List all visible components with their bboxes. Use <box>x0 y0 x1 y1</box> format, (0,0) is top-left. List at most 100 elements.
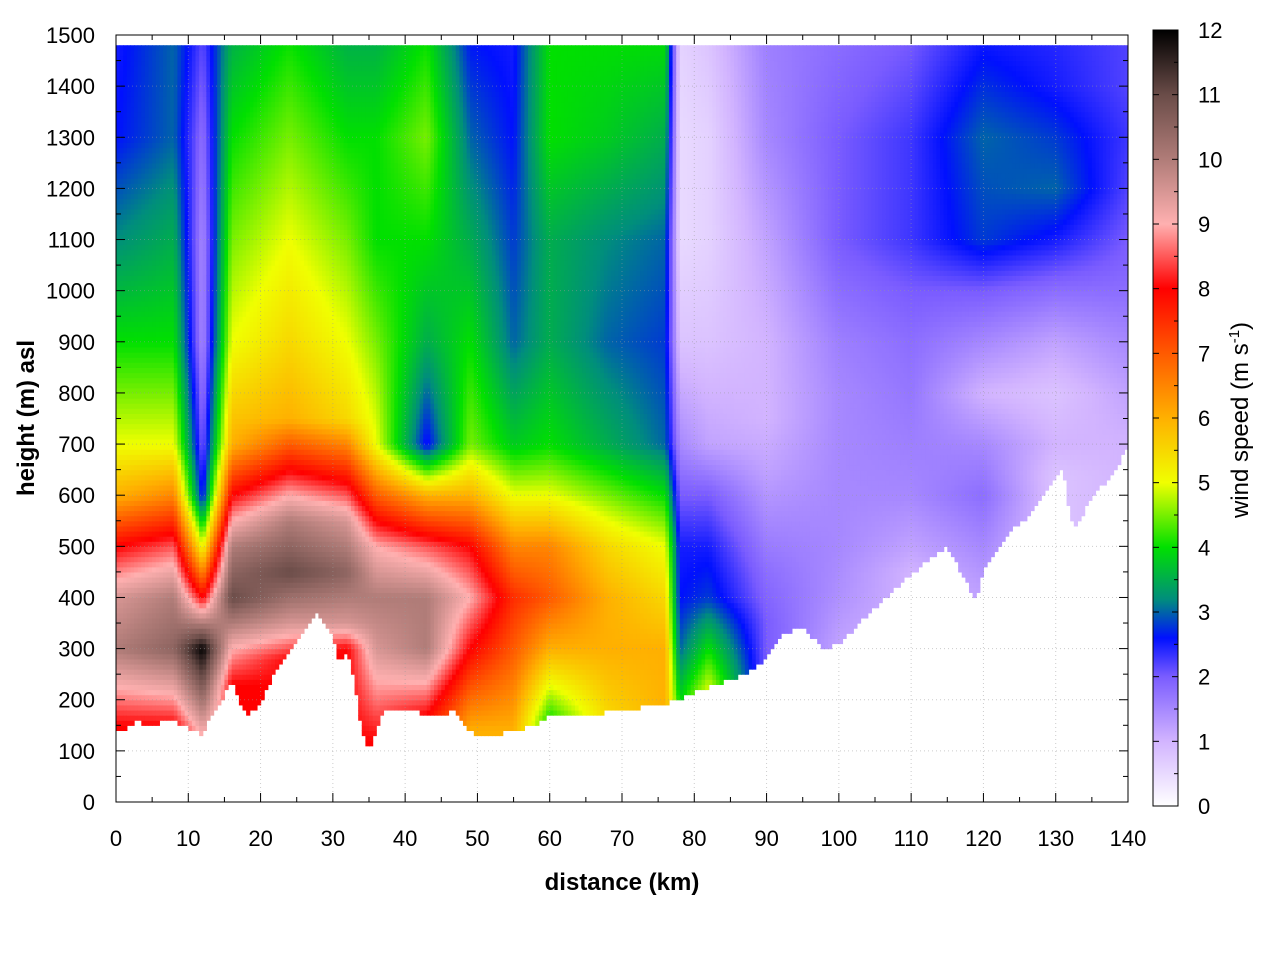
heatmap-cell <box>221 275 225 281</box>
heatmap-cell <box>235 403 239 409</box>
heatmap-cell <box>145 531 149 537</box>
heatmap-cell <box>156 444 160 450</box>
heatmap-cell <box>141 654 145 660</box>
heatmap-cell <box>138 296 142 302</box>
heatmap-cell <box>163 178 167 184</box>
heatmap-cell <box>224 362 228 368</box>
heatmap-cell <box>196 168 200 174</box>
heatmap-cell <box>181 188 185 194</box>
heatmap-cell <box>188 76 192 82</box>
heatmap-cell <box>243 357 247 363</box>
heatmap-cell <box>123 107 127 113</box>
heatmap-cell <box>181 214 185 220</box>
heatmap-cell <box>203 690 207 696</box>
heatmap-cell <box>196 101 200 107</box>
heatmap-cell <box>228 55 232 61</box>
heatmap-cell <box>214 291 218 297</box>
heatmap-cell <box>159 475 163 481</box>
heatmap-cell <box>127 275 131 281</box>
heatmap-cell <box>181 720 185 726</box>
heatmap-cell <box>206 194 210 200</box>
heatmap-cell <box>221 465 225 471</box>
heatmap-cell <box>159 465 163 471</box>
heatmap-cell <box>130 577 134 583</box>
heatmap-cell <box>116 521 120 527</box>
heatmap-cell <box>141 638 145 644</box>
heatmap-cell <box>199 393 203 399</box>
heatmap-cell <box>181 500 185 506</box>
heatmap-cell <box>232 449 236 455</box>
heatmap-cell <box>163 362 167 368</box>
heatmap-cell <box>217 71 221 77</box>
heatmap-cell <box>235 240 239 246</box>
heatmap-cell <box>224 638 228 644</box>
heatmap-cell <box>214 168 218 174</box>
heatmap-cell <box>239 127 243 133</box>
heatmap-cell <box>170 608 174 614</box>
heatmap-cell <box>199 546 203 552</box>
heatmap-cell <box>214 567 218 573</box>
heatmap-cell <box>192 531 196 537</box>
heatmap-cell <box>167 470 171 476</box>
heatmap-cell <box>130 465 134 471</box>
heatmap-cell <box>145 260 149 266</box>
heatmap-cell <box>156 260 160 266</box>
heatmap-cell <box>163 577 167 583</box>
heatmap-cell <box>181 526 185 532</box>
heatmap-cell <box>246 505 250 511</box>
heatmap-cell <box>167 511 171 517</box>
heatmap-cell <box>221 280 225 286</box>
heatmap-cell <box>120 536 124 542</box>
heatmap-cell <box>221 536 225 542</box>
heatmap-cell <box>232 153 236 159</box>
heatmap-cell <box>152 245 156 251</box>
heatmap-cell <box>134 357 138 363</box>
heatmap-cell <box>156 618 160 624</box>
heatmap-cell <box>177 71 181 77</box>
heatmap-cell <box>167 342 171 348</box>
heatmap-cell <box>228 664 232 670</box>
heatmap-cell <box>123 684 127 690</box>
heatmap-cell <box>239 367 243 373</box>
heatmap-cell <box>167 224 171 230</box>
heatmap-cell <box>246 306 250 312</box>
heatmap-cell <box>127 408 131 414</box>
heatmap-cell <box>243 101 247 107</box>
heatmap-cell <box>221 690 225 696</box>
heatmap-cell <box>199 158 203 164</box>
heatmap-cell <box>145 582 149 588</box>
heatmap-cell <box>130 608 134 614</box>
heatmap-cell <box>232 91 236 97</box>
heatmap-cell <box>192 55 196 61</box>
heatmap-cell <box>235 475 239 481</box>
heatmap-cell <box>141 664 145 670</box>
heatmap-cell <box>163 388 167 394</box>
heatmap-cell <box>224 372 228 378</box>
heatmap-cell <box>167 362 171 368</box>
heatmap-cell <box>163 199 167 205</box>
heatmap-cell <box>221 669 225 675</box>
heatmap-cell <box>177 439 181 445</box>
heatmap-cell <box>177 710 181 716</box>
heatmap-cell <box>214 608 218 614</box>
heatmap-cell <box>116 372 120 378</box>
heatmap-cell <box>210 332 214 338</box>
heatmap-cell <box>235 664 239 670</box>
heatmap-cell <box>145 413 149 419</box>
heatmap-cell <box>239 531 243 537</box>
heatmap-cell <box>174 398 178 404</box>
heatmap-cell <box>170 577 174 583</box>
heatmap-cell <box>149 101 153 107</box>
heatmap-cell <box>134 459 138 465</box>
heatmap-cell <box>177 347 181 353</box>
heatmap-cell <box>239 613 243 619</box>
heatmap-cell <box>196 669 200 675</box>
heatmap-cell <box>203 511 207 517</box>
heatmap-cell <box>123 188 127 194</box>
heatmap-cell <box>170 700 174 706</box>
heatmap-cell <box>221 367 225 373</box>
heatmap-cell <box>156 250 160 256</box>
heatmap-cell <box>246 684 250 690</box>
heatmap-cell <box>134 204 138 210</box>
heatmap-cell <box>149 86 153 92</box>
